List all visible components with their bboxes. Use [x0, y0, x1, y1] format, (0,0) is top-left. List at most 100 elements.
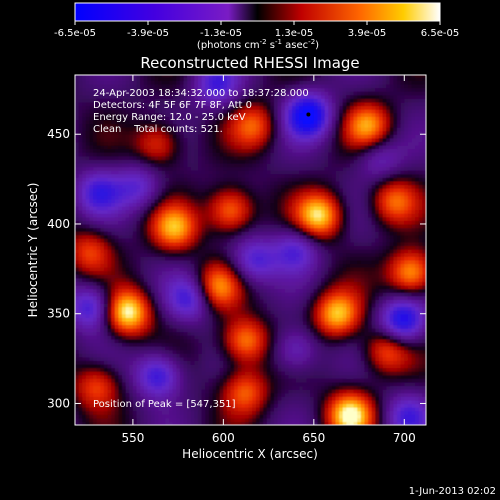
- heatmap-cell: [118, 378, 123, 383]
- heatmap-cell: [172, 87, 177, 92]
- heatmap-cell: [190, 346, 196, 351]
- heatmap-cell: [165, 130, 170, 135]
- heatmap-cell: [89, 270, 94, 275]
- heatmap-cell: [122, 177, 127, 182]
- heatmap-cell: [78, 263, 83, 268]
- heatmap-cell: [122, 127, 127, 132]
- heatmap-cell: [114, 130, 120, 135]
- heatmap-cell: [190, 231, 196, 236]
- heatmap-cell: [248, 263, 253, 268]
- heatmap-cell: [147, 320, 152, 326]
- heatmap-cell: [136, 94, 141, 99]
- heatmap-cell: [161, 145, 167, 150]
- heatmap-cell: [118, 306, 123, 311]
- heatmap-cell: [187, 385, 192, 390]
- heatmap-cell: [237, 245, 243, 250]
- heatmap-cell: [219, 306, 224, 311]
- heatmap-cell: [158, 288, 163, 293]
- heatmap-cell: [111, 116, 116, 121]
- heatmap-cell: [226, 403, 232, 408]
- heatmap-cell: [82, 299, 87, 304]
- heatmap-cell: [212, 324, 217, 329]
- heatmap-cell: [82, 234, 87, 239]
- heatmap-cell: [122, 313, 127, 318]
- heatmap-cell: [187, 360, 192, 365]
- heatmap-cell: [223, 252, 228, 257]
- heatmap-cell: [194, 213, 199, 218]
- heatmap-cell: [100, 256, 105, 261]
- heatmap-cell: [96, 191, 101, 196]
- heatmap-cell: [122, 346, 127, 351]
- heatmap-cell: [176, 313, 181, 318]
- heatmap-cell: [212, 396, 217, 401]
- heatmap-cell: [241, 310, 246, 315]
- heatmap-cell: [96, 360, 101, 365]
- heatmap-cell: [223, 302, 228, 308]
- heatmap-cell: [100, 306, 105, 311]
- heatmap-cell: [241, 353, 246, 358]
- heatmap-cell: [230, 162, 235, 168]
- heatmap-cell: [230, 349, 235, 354]
- heatmap-cell: [111, 155, 116, 160]
- heatmap-cell: [241, 155, 246, 160]
- heatmap-cell: [129, 227, 134, 232]
- heatmap-cell: [245, 227, 250, 232]
- heatmap-cell: [248, 94, 253, 99]
- heatmap-cell: [118, 259, 123, 265]
- heatmap-cell: [100, 173, 105, 178]
- heatmap-cell: [245, 209, 250, 214]
- heatmap-cell: [103, 389, 109, 394]
- heatmap-cell: [93, 231, 98, 236]
- heatmap-cell: [129, 310, 134, 315]
- heatmap-cell: [140, 317, 145, 322]
- heatmap-cell: [165, 414, 170, 419]
- heatmap-cell: [169, 105, 174, 110]
- heatmap-cell: [75, 141, 80, 146]
- heatmap-cell: [150, 371, 156, 376]
- heatmap-cell: [255, 292, 261, 297]
- heatmap-cell: [93, 249, 98, 254]
- heatmap-cell: [169, 198, 174, 204]
- heatmap-cell: [114, 155, 120, 160]
- heatmap-cell: [190, 80, 196, 85]
- heatmap-cell: [129, 367, 134, 372]
- heatmap-cell: [107, 245, 112, 250]
- heatmap-cell: [205, 152, 210, 157]
- heatmap-cell: [252, 378, 257, 383]
- heatmap-cell: [237, 259, 243, 265]
- heatmap-cell: [212, 381, 217, 387]
- heatmap-cell: [208, 141, 214, 146]
- heatmap-cell: [205, 87, 210, 92]
- heatmap-cell: [75, 346, 80, 351]
- heatmap-cell: [230, 385, 235, 390]
- heatmap-cell: [194, 414, 199, 419]
- heatmap-cell: [165, 267, 170, 272]
- heatmap-cell: [136, 198, 141, 204]
- heatmap-cell: [245, 417, 250, 423]
- heatmap-cell: [122, 310, 127, 315]
- heatmap-cell: [216, 324, 221, 329]
- heatmap-cell: [172, 356, 177, 361]
- heatmap-cell: [154, 378, 159, 383]
- heatmap-cell: [158, 180, 163, 186]
- heatmap-cell: [169, 130, 174, 135]
- heatmap-cell: [187, 177, 192, 182]
- heatmap-cell: [136, 223, 141, 229]
- heatmap-cell: [237, 263, 243, 268]
- heatmap-cell: [132, 299, 138, 304]
- heatmap-cell: [179, 270, 185, 275]
- heatmap-cell: [85, 170, 91, 175]
- heatmap-cell: [96, 87, 101, 92]
- heatmap-cell: [114, 213, 120, 218]
- heatmap-cell: [223, 399, 228, 405]
- heatmap-cell: [216, 328, 221, 333]
- heatmap-cell: [216, 335, 221, 340]
- heatmap-cell: [245, 288, 250, 293]
- heatmap-cell: [89, 407, 94, 412]
- heatmap-cell: [179, 220, 185, 225]
- heatmap-cell: [107, 317, 112, 322]
- heatmap-cell: [255, 256, 261, 261]
- heatmap-cell: [165, 396, 170, 401]
- heatmap-cell: [78, 360, 83, 365]
- heatmap-cell: [85, 105, 91, 110]
